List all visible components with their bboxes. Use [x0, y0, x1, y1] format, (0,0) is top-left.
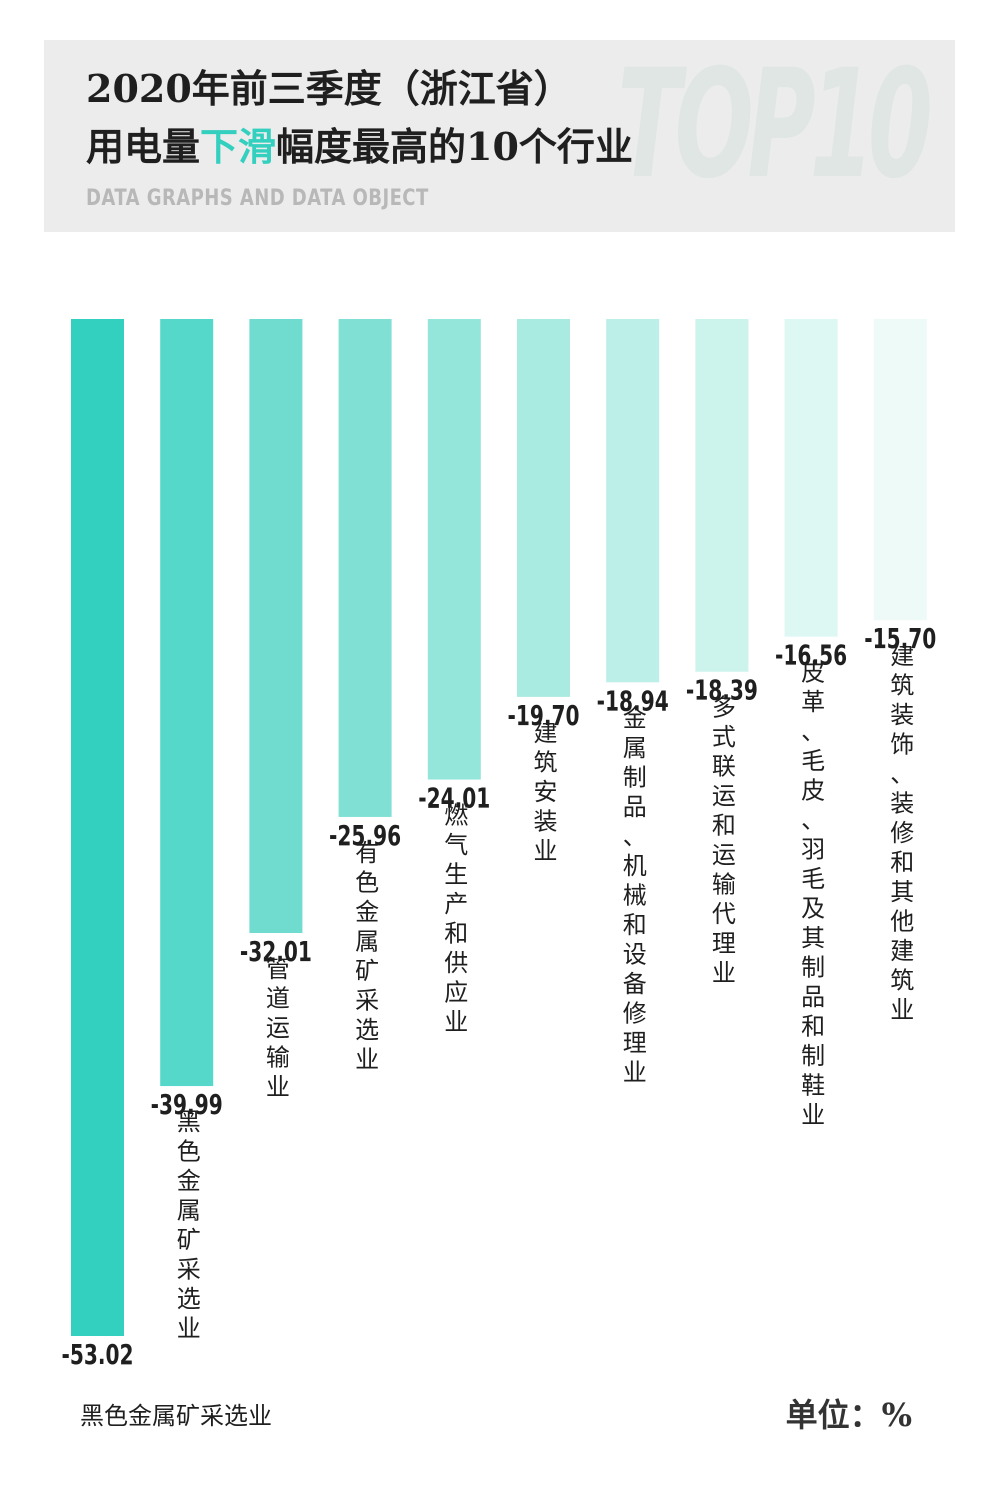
- data-label-8: -18.39: [686, 673, 758, 706]
- data-label-6: -19.70: [507, 698, 579, 731]
- category-label-6: 建筑安装业: [534, 719, 558, 865]
- bar-9: [784, 319, 838, 637]
- chart-title-line2: 用电量下滑幅度最高的10个行业: [86, 128, 633, 166]
- data-label-4: -25.96: [329, 819, 401, 852]
- bar-5: [427, 319, 481, 780]
- bar-8: [695, 319, 749, 672]
- chart-subtitle: DATA GRAPHS AND DATA OBJECT: [86, 186, 429, 211]
- category-label-3: 管道运输业: [266, 955, 290, 1101]
- data-label-5: -24.01: [418, 781, 490, 814]
- title-part-before: 用电量: [86, 124, 201, 169]
- category-label-10: 建筑装饰、装修和其他建筑业: [890, 642, 914, 1024]
- bar-1: [71, 319, 124, 1336]
- data-label-7: -18.94: [597, 684, 669, 717]
- unit-label: 单位：%: [785, 1396, 912, 1434]
- category-label-4: 有色金属矿采选业: [355, 839, 379, 1074]
- top10-watermark: TOP10: [617, 40, 933, 212]
- data-label-2: -39.99: [151, 1088, 223, 1121]
- bar-10: [873, 319, 927, 621]
- bar-6: [517, 319, 570, 697]
- title-part-after: 幅度最高的10个行业: [276, 124, 633, 169]
- category-label-2: 黑色金属矿采选业: [177, 1108, 201, 1343]
- bar-2: [160, 319, 214, 1087]
- category-label-7: 金属制品、机械和设备修理业: [623, 704, 647, 1086]
- title-highlight: 下滑: [200, 124, 277, 169]
- bar-3: [249, 319, 303, 933]
- category-label-9: 皮革、毛皮、羽毛及其制品和制鞋业: [801, 659, 825, 1130]
- category-label-8: 多式联运和运输代理业: [712, 694, 736, 988]
- bar-7: [606, 319, 660, 683]
- header-panel: TOP10 2020年前三季度（浙江省） 用电量下滑幅度最高的10个行业 DAT…: [44, 40, 955, 232]
- category-label-5: 燃气生产和供应业: [444, 802, 468, 1037]
- data-label-9: -16.56: [775, 638, 847, 671]
- chart-title-line1: 2020年前三季度（浙江省）: [86, 66, 572, 111]
- data-label-3: -32.01: [240, 935, 312, 968]
- data-label-1: -53.02: [61, 1338, 133, 1371]
- footer-category-note: 黑色金属矿采选业: [80, 1402, 272, 1430]
- bar-4: [338, 319, 392, 817]
- data-label-10: -15.70: [864, 622, 936, 655]
